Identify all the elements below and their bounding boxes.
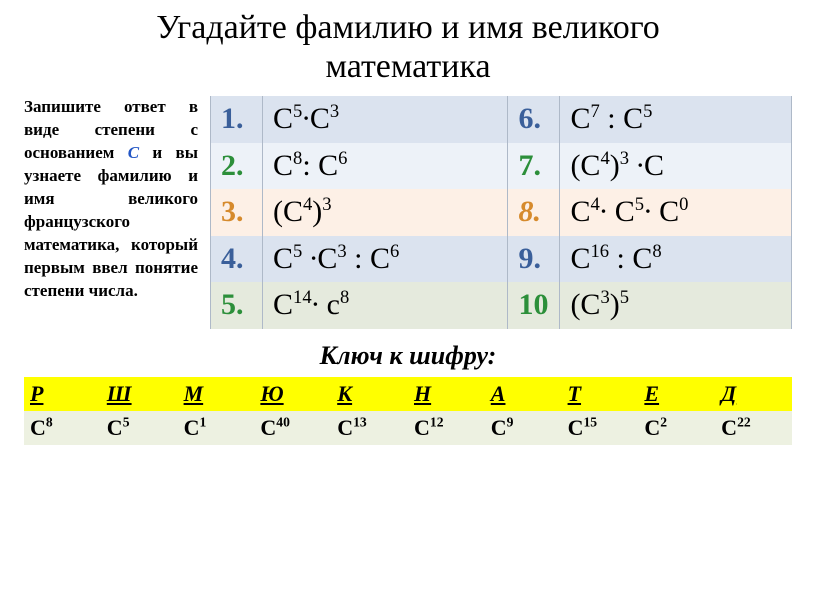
cell-expr: (С3)5 [560, 282, 792, 329]
key-letter: М [178, 377, 255, 411]
title-line1: Угадайте фамилию и имя великого [156, 9, 660, 46]
key-letter: А [485, 377, 562, 411]
cell-num: 8. [508, 189, 560, 236]
cell-expr: С4∙ С5∙ С0 [560, 189, 792, 236]
key-values-row: С8 С5 С1 С40 С13 С12 С9 С15 С2 С22 [24, 411, 792, 445]
key-letter: Ю [254, 377, 331, 411]
cell-num: 7. [508, 143, 560, 190]
key-letter: Д [715, 377, 792, 411]
cell-num: 1. [211, 96, 263, 143]
title-line2: математика [325, 48, 490, 85]
key-value: С40 [254, 411, 331, 445]
cell-num: 4. [211, 236, 263, 283]
cell-expr: С16 : С8 [560, 236, 792, 283]
key-value: С8 [24, 411, 101, 445]
key-value: С2 [638, 411, 715, 445]
key-letters-row: Р Ш М Ю К Н А Т Е Д [24, 377, 792, 411]
key-value: С15 [562, 411, 639, 445]
key-title: Ключ к шифру: [24, 341, 792, 371]
cell-expr: С5∙С3 [263, 96, 508, 143]
table-row: 2. С8: С6 7. (С4)3 ∙С [211, 143, 792, 190]
key-table: Р Ш М Ю К Н А Т Е Д С8 С5 С1 С40 С13 С12… [24, 377, 792, 445]
cell-num: 10 [508, 282, 560, 329]
key-letter: Н [408, 377, 485, 411]
key-value: С1 [178, 411, 255, 445]
cell-num: 6. [508, 96, 560, 143]
page-title: Угадайте фамилию и имя великого математи… [24, 8, 792, 86]
cell-expr: (С4)3 [263, 189, 508, 236]
table-row: 4. С5 ∙С3 : С6 9. С16 : С8 [211, 236, 792, 283]
key-value: С9 [485, 411, 562, 445]
key-letter: Т [562, 377, 639, 411]
key-value: С5 [101, 411, 178, 445]
cell-num: 2. [211, 143, 263, 190]
cell-expr: С7 : С5 [560, 96, 792, 143]
cell-num: 5. [211, 282, 263, 329]
cell-expr: С5 ∙С3 : С6 [263, 236, 508, 283]
table-row: 5. С14∙ с8 10 (С3)5 [211, 282, 792, 329]
cell-num: 9. [508, 236, 560, 283]
key-value: С13 [331, 411, 408, 445]
key-letter: Р [24, 377, 101, 411]
cell-expr: С14∙ с8 [263, 282, 508, 329]
cell-expr: С8: С6 [263, 143, 508, 190]
key-letter: К [331, 377, 408, 411]
cell-num: 3. [211, 189, 263, 236]
table-row: 1. С5∙С3 6. С7 : С5 [211, 96, 792, 143]
key-letter: Ш [101, 377, 178, 411]
key-value: С22 [715, 411, 792, 445]
key-value: С12 [408, 411, 485, 445]
key-letter: Е [638, 377, 715, 411]
exercise-table: 1. С5∙С3 6. С7 : С5 2. С8: С6 7. (С4)3 ∙… [210, 96, 792, 329]
instruction-text: Запишите ответ в виде степени с основани… [24, 96, 198, 302]
cell-expr: (С4)3 ∙С [560, 143, 792, 190]
table-row: 3. (С4)3 8. С4∙ С5∙ С0 [211, 189, 792, 236]
